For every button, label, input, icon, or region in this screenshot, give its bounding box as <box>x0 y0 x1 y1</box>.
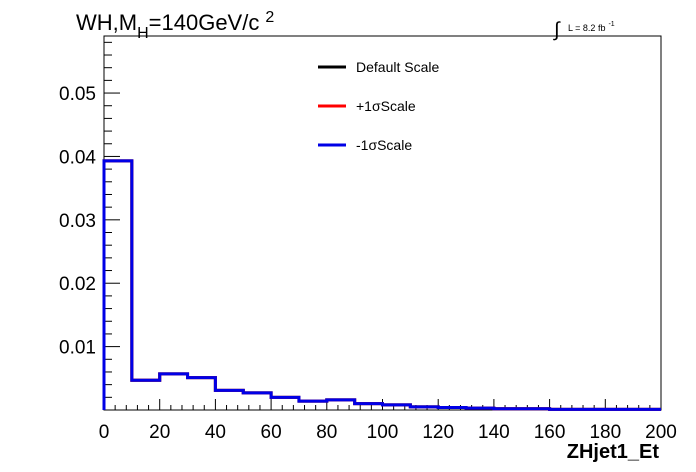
y-tick-label: 0.04 <box>59 147 96 168</box>
title-mid: =140GeV/c <box>149 10 260 35</box>
x-tick-label: 140 <box>478 422 510 443</box>
series-line-2 <box>102 159 661 411</box>
x-tick-label: 200 <box>645 422 677 443</box>
x-tick-label: 180 <box>589 422 621 443</box>
y-tick-label: 0.02 <box>59 274 96 295</box>
y-tick-label: 0.01 <box>59 338 96 359</box>
lumi-text: L = 8.2 fb <box>568 23 605 33</box>
legend-label-plus: +1σScale <box>356 98 416 114</box>
legend-label-minus: -1σScale <box>356 137 412 153</box>
legend-label-default: Default Scale <box>356 59 439 75</box>
title-subscript: H <box>137 25 149 42</box>
chart-title: WH,MH=140GeV/c 2 <box>76 9 274 42</box>
x-tick-label: 160 <box>534 422 566 443</box>
y-tick-label: 0.03 <box>59 211 96 232</box>
y-tick-label: 0.05 <box>59 84 96 105</box>
series-group <box>102 159 661 411</box>
x-tick-label: 80 <box>316 422 337 443</box>
lumi-integral: ∫ <box>553 19 561 41</box>
x-axis-label: ZHjet1_Et <box>567 441 660 463</box>
x-tick-label: 0 <box>99 422 110 443</box>
x-tick-label: 20 <box>149 422 170 443</box>
plot-frame <box>103 35 662 411</box>
x-tick-label: 120 <box>422 422 454 443</box>
x-tick-label: 40 <box>205 422 226 443</box>
title-main: WH,M <box>76 10 137 35</box>
lumi-label: L = 8.2 fb -1 <box>568 21 615 33</box>
x-tick-label: 60 <box>261 422 282 443</box>
x-tick-label: 100 <box>367 422 399 443</box>
lumi-superscript: -1 <box>608 21 614 28</box>
axes: 0 20 40 60 80 100 120 140 160 180 200 0.01 0.02 0.03 0… <box>59 41 677 443</box>
title-superscript: 2 <box>265 9 274 26</box>
legend: Default Scale +1σScale -1σScale <box>318 59 439 153</box>
